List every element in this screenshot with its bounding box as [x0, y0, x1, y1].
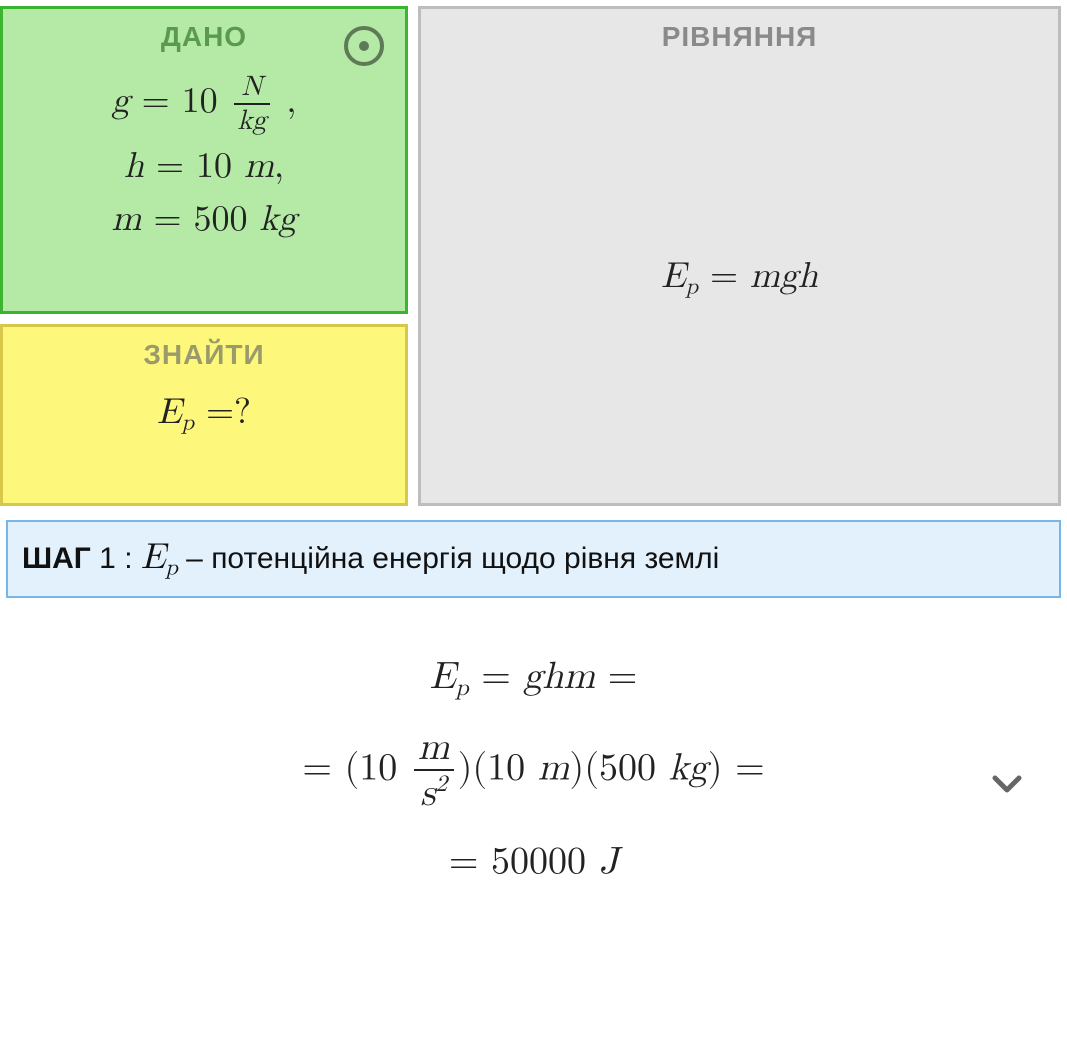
given-line-m: m = 500 kg: [23, 198, 385, 241]
given-line-g: g = 10 N kg ,: [23, 73, 385, 135]
given-lines: g = 10 N kg , h = 10 m, m = 500: [23, 73, 385, 241]
solution-line-1: Ep = ghm =: [40, 654, 1027, 703]
find-title: ЗНАЙТИ: [23, 339, 385, 371]
given-title: ДАНО: [23, 21, 385, 53]
given-line-h: h = 10 m,: [23, 145, 385, 188]
step-bar: ШАГ 1 : Ep – потенційна енергія щодо рів…: [6, 520, 1061, 598]
solution-line-3: = 50000 J: [40, 839, 1027, 885]
step-variable: Ep: [141, 539, 178, 575]
solution-line-2: = (10 m s2 )(10 m)(500 kg) =: [40, 729, 1027, 813]
solution-block: Ep = ghm = = (10 m s2 )(10 m)(500 kg) = …: [0, 598, 1067, 971]
equation-formula: Ep = mgh: [661, 255, 818, 301]
step-label: ШАГ: [22, 542, 91, 575]
find-panel: ЗНАЙТИ Ep =?: [0, 324, 408, 506]
chevron-down-icon[interactable]: [987, 764, 1027, 804]
equation-panel: РІВНЯННЯ Ep = mgh: [418, 6, 1061, 506]
target-icon[interactable]: [341, 23, 387, 69]
step-description: потенційна енергія щодо рівня землі: [211, 542, 719, 575]
equation-body: Ep = mgh: [441, 73, 1038, 483]
equation-title: РІВНЯННЯ: [441, 21, 1038, 53]
step-number: 1: [99, 542, 116, 575]
top-grid: ДАНО g = 10 N kg , h =: [0, 0, 1067, 506]
find-expression: Ep =?: [23, 391, 385, 437]
given-panel: ДАНО g = 10 N kg , h =: [0, 6, 408, 314]
